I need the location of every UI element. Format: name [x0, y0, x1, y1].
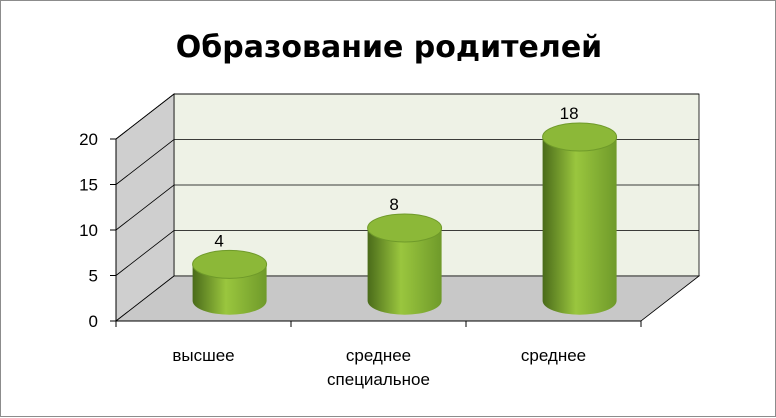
bar-top [367, 213, 443, 243]
category-label: специальное [327, 370, 430, 389]
bar [367, 227, 442, 315]
y-tick-label: 20 [79, 130, 98, 149]
y-tick-label: 0 [89, 312, 98, 331]
gridline [115, 139, 699, 185]
y-tick-label: 10 [79, 221, 98, 240]
bar [542, 136, 617, 315]
plot-area: 0 5 10 15 20 4 8 18 высшее среднее специальное сред… [79, 93, 701, 389]
gridline [115, 184, 699, 231]
gridline [115, 93, 699, 140]
bar-top [542, 122, 618, 152]
bar-top [192, 249, 268, 279]
gridline [115, 230, 699, 276]
data-label: 18 [560, 104, 579, 123]
y-tick-label: 15 [79, 176, 98, 195]
category-label: среднее [521, 346, 586, 365]
chart-title: Образование родителей [176, 30, 602, 65]
data-label: 4 [214, 231, 223, 250]
category-label: среднее [346, 346, 411, 365]
data-label: 8 [389, 195, 398, 214]
y-tick-label: 5 [89, 267, 98, 286]
category-label: высшее [172, 346, 234, 365]
